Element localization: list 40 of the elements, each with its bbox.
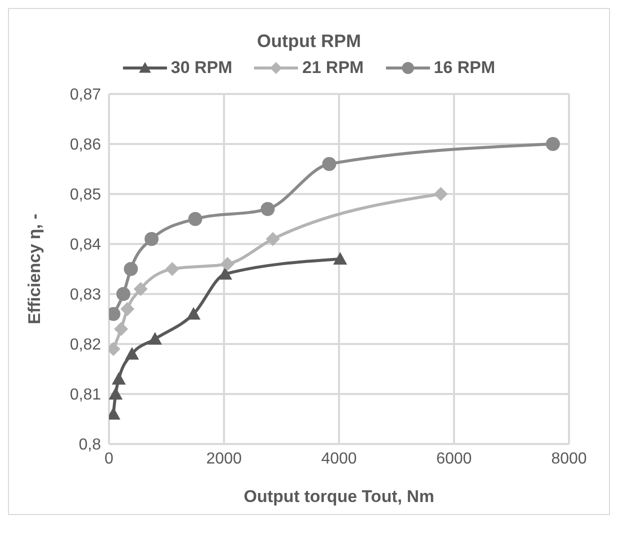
legend-label: 30 RPM — [170, 58, 232, 78]
point — [186, 307, 201, 320]
x-tick-label: 4000 — [321, 450, 357, 468]
y-tick-label: 0,82 — [70, 336, 102, 354]
point — [218, 267, 232, 280]
point — [120, 302, 134, 316]
point — [148, 332, 162, 345]
point — [116, 287, 130, 301]
point — [220, 257, 234, 271]
y-tick-label: 0,87 — [70, 86, 102, 104]
point — [144, 232, 159, 246]
y-tick-label: 0,86 — [70, 136, 102, 154]
point — [434, 187, 448, 201]
legend-label: 21 RPM — [302, 58, 364, 78]
x-tick-label: 8000 — [551, 450, 587, 468]
y-axis-title: Efficiency η, - — [25, 214, 44, 324]
y-tick-label: 0,85 — [70, 186, 102, 204]
y-tick-label: 0,81 — [70, 386, 102, 404]
point — [112, 372, 126, 385]
x-tick-label: 0 — [104, 450, 114, 468]
point — [322, 157, 336, 171]
x-tick-label: 2000 — [206, 450, 242, 468]
point — [546, 137, 560, 151]
legend-label: 16 RPM — [434, 58, 496, 78]
y-tick-label: 0,8 — [78, 436, 102, 454]
x-axis-title: Output torque Tout, Nm — [244, 487, 434, 506]
point — [333, 252, 348, 265]
point — [114, 322, 128, 336]
point — [134, 282, 148, 296]
y-tick-label: 0,84 — [70, 236, 102, 254]
point — [124, 262, 138, 276]
point — [260, 202, 275, 216]
point — [188, 212, 202, 226]
point — [109, 387, 123, 400]
point — [266, 232, 280, 246]
y-tick-label: 0,83 — [70, 286, 102, 304]
x-tick-label: 6000 — [436, 450, 472, 468]
chart-title: Output RPM — [256, 31, 362, 52]
point — [165, 262, 180, 276]
point — [125, 347, 139, 360]
